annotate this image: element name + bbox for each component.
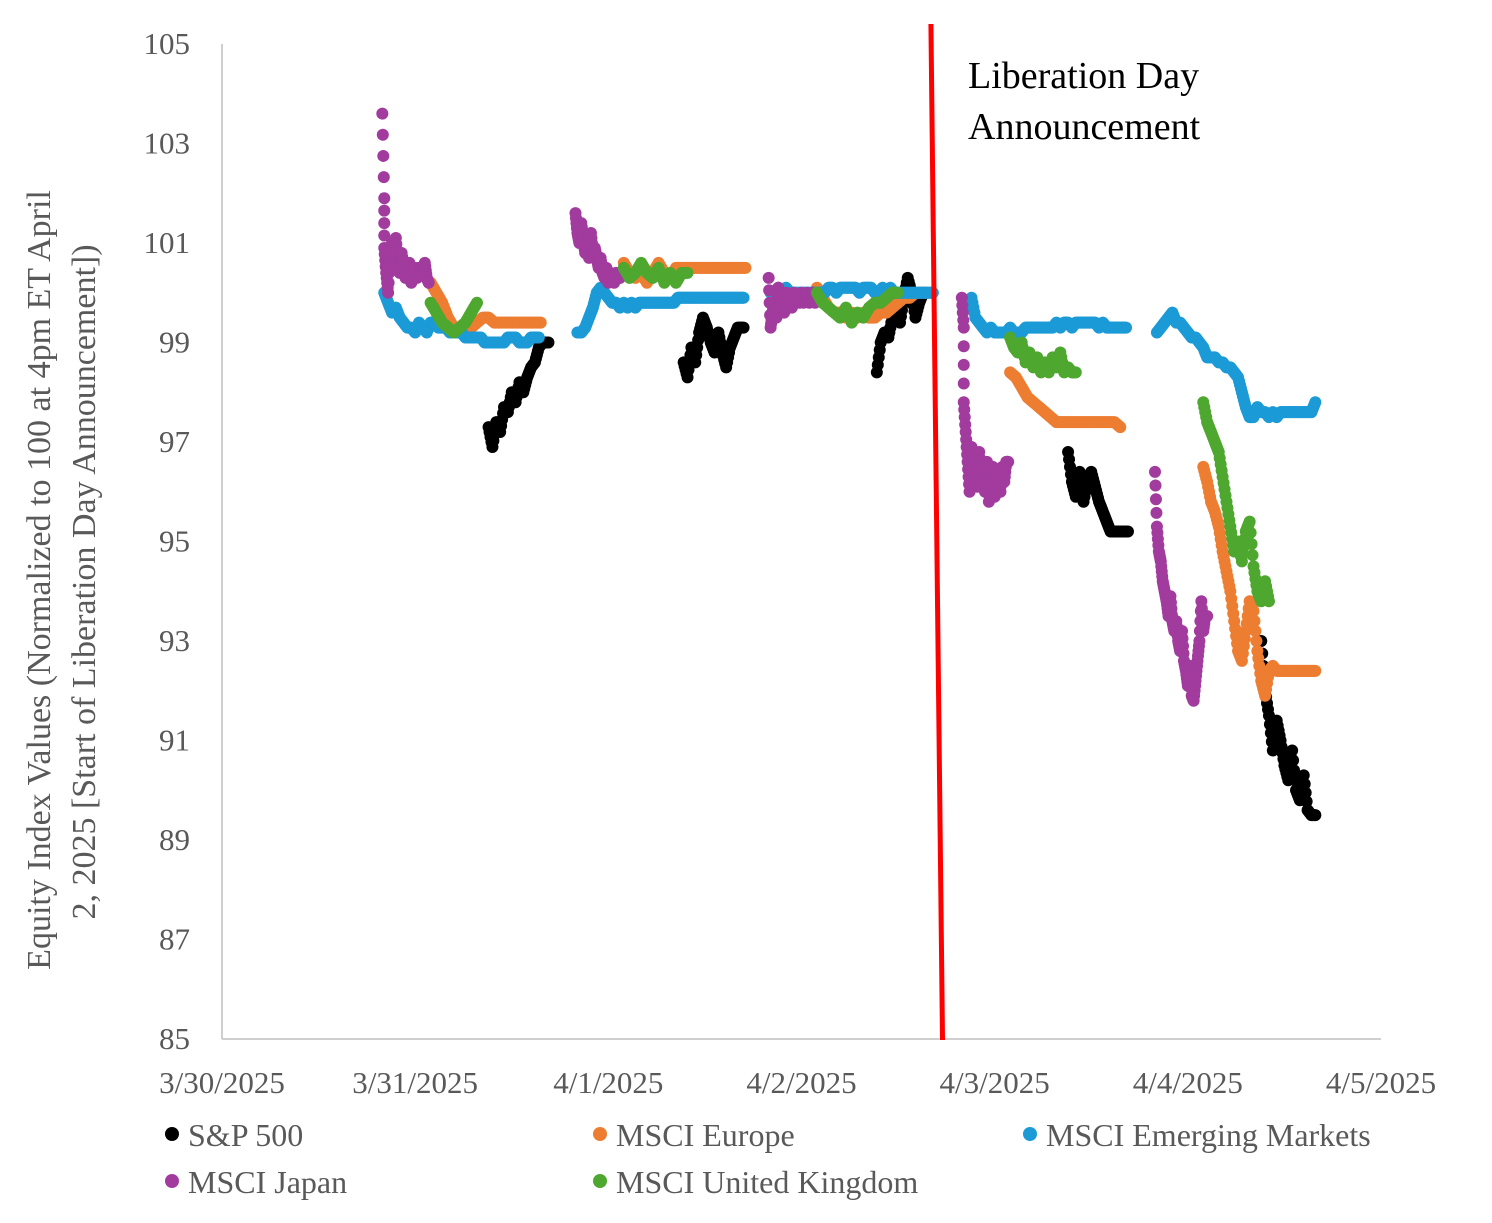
data-point [681, 266, 694, 279]
data-point [1149, 493, 1162, 506]
data-point [1297, 769, 1310, 782]
legend-marker [593, 1174, 607, 1188]
y-tick-label: 93 [159, 623, 190, 658]
y-tick-label: 97 [159, 424, 190, 459]
x-tick-label: 3/30/2025 [159, 1065, 285, 1100]
series-4-points [424, 256, 1275, 608]
legend-marker [593, 1127, 607, 1141]
x-tick-label: 4/2/2025 [746, 1065, 856, 1100]
data-point [1244, 526, 1257, 539]
data-point [957, 321, 970, 334]
series-0-points [482, 271, 1322, 822]
y-tick-label: 87 [159, 922, 190, 957]
data-point [1114, 421, 1127, 434]
data-point [1121, 525, 1134, 538]
data-point [378, 204, 391, 217]
data-point [376, 107, 389, 120]
data-point [957, 358, 970, 371]
data-point [1245, 537, 1258, 550]
legend-label: MSCI Emerging Markets [1046, 1117, 1371, 1153]
data-point [382, 286, 395, 299]
legend-label: MSCI Japan [188, 1164, 347, 1200]
data-point [382, 276, 395, 289]
y-tick-label: 103 [144, 126, 191, 161]
x-axis-ticks: 3/30/2025 3/31/2025 4/1/2025 4/2/2025 4/3/20… [159, 1065, 1436, 1100]
data-point [1201, 610, 1214, 623]
y-axis-label-line-1: Equity Index Values (Normalized to 100 a… [21, 190, 58, 970]
data-point [957, 377, 970, 390]
y-tick-label: 91 [159, 723, 190, 758]
data-point [1286, 744, 1299, 757]
legend-label: S&P 500 [188, 1117, 303, 1153]
data-point [957, 340, 970, 353]
data-point [378, 229, 391, 242]
legend-marker [1023, 1127, 1037, 1141]
data-point [1247, 605, 1260, 618]
data-point [1150, 506, 1163, 519]
data-point [1309, 809, 1322, 822]
data-point [422, 276, 435, 289]
annotation-line-2: Announcement [968, 106, 1201, 148]
data-point [1243, 515, 1256, 528]
y-tick-label: 105 [144, 26, 191, 61]
data-point [534, 316, 547, 329]
x-tick-label: 4/3/2025 [940, 1065, 1050, 1100]
data-point [1300, 795, 1313, 808]
x-tick-label: 4/5/2025 [1326, 1065, 1436, 1100]
annotation-group: Liberation Day Announcement [928, 23, 1201, 1041]
y-tick-label: 89 [159, 822, 190, 857]
data-point [1248, 615, 1261, 628]
plot-area [376, 107, 1322, 822]
data-point [1120, 321, 1133, 334]
data-point [1309, 664, 1322, 677]
data-point [1288, 764, 1301, 777]
x-tick-label: 3/31/2025 [352, 1065, 478, 1100]
data-point [739, 261, 752, 274]
y-tick-label: 95 [159, 524, 190, 559]
data-point [532, 331, 545, 344]
data-point [1299, 786, 1312, 799]
data-point [1149, 479, 1162, 492]
data-point [383, 266, 396, 279]
legend-label: MSCI Europe [616, 1117, 795, 1153]
data-point [542, 336, 555, 349]
legend-marker [165, 1127, 179, 1141]
data-point [1148, 465, 1161, 478]
data-point [470, 296, 483, 309]
data-point [377, 171, 390, 184]
data-point [1246, 549, 1259, 562]
y-axis-ticks: 85 87 89 91 93 95 97 99 101 103 105 [144, 26, 191, 1056]
data-point [1069, 366, 1082, 379]
data-point [376, 128, 389, 141]
y-axis-label-line-2: 2, 2025 [Start of Liberation Day Announc… [66, 244, 103, 919]
data-point [762, 271, 775, 284]
y-tick-label: 85 [159, 1021, 190, 1056]
data-point [377, 149, 390, 162]
x-tick-label: 4/4/2025 [1133, 1065, 1243, 1100]
legend-marker [165, 1174, 179, 1188]
data-point [378, 192, 391, 205]
y-tick-label: 99 [159, 325, 190, 360]
legend: S&P 500 MSCI Europe MSCI Emerging Markets M… [165, 1117, 1371, 1200]
data-point [763, 284, 776, 297]
liberation-day-line [928, 23, 946, 1041]
data-point [1287, 754, 1300, 767]
data-point [737, 291, 750, 304]
data-point [1262, 595, 1275, 608]
legend-label: MSCI United Kingdom [616, 1164, 918, 1200]
annotation-line-1: Liberation Day [968, 55, 1199, 97]
data-point [1249, 625, 1262, 638]
data-point [1002, 455, 1015, 468]
x-tick-label: 4/1/2025 [553, 1065, 663, 1100]
data-point [1193, 635, 1206, 647]
y-tick-label: 101 [144, 225, 191, 260]
data-point [1298, 778, 1311, 791]
data-point [1309, 396, 1322, 409]
data-point [1250, 635, 1263, 647]
data-point [892, 286, 905, 299]
data-point [737, 321, 750, 334]
data-point [378, 217, 391, 230]
